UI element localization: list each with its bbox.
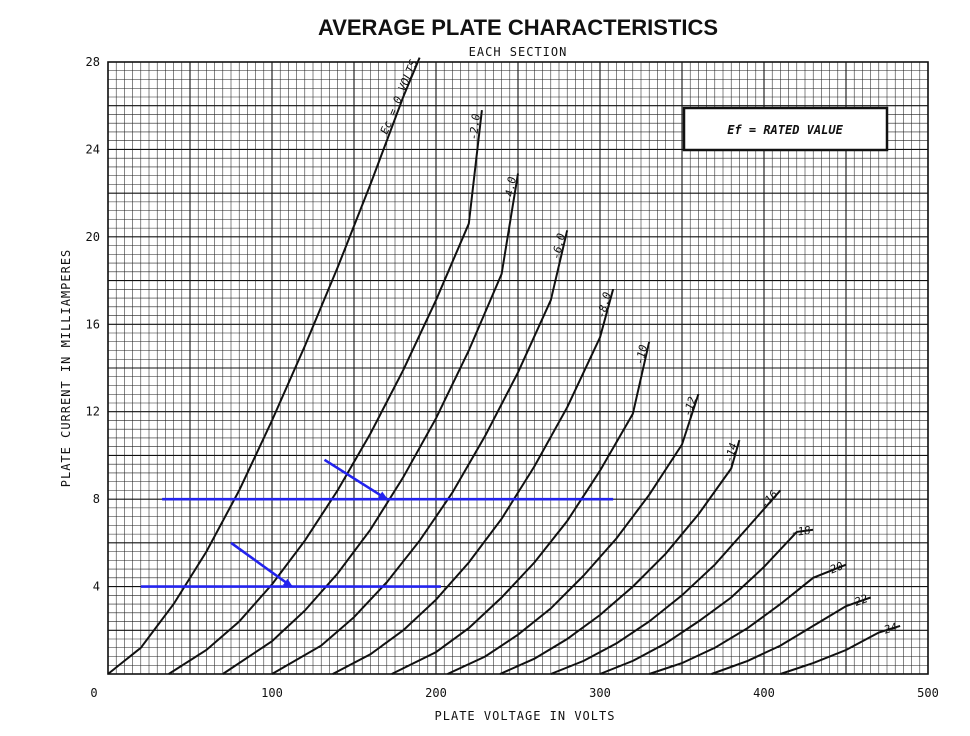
x-tick-label: 0 [90,686,97,700]
series-curve [168,109,483,675]
x-tick-label: 100 [261,686,283,700]
curves [107,57,901,675]
series-label: -22 [847,592,870,611]
series-curve [648,563,847,675]
y-tick-label: 24 [86,142,100,156]
blue-arrow [323,458,389,501]
series-label: -8.0 [594,290,614,319]
grid [107,61,929,675]
x-tick-labels: 0 100 200 300 400 500 [90,686,938,700]
y-tick-label: 12 [86,405,100,419]
overlays [140,458,614,588]
annotation-frame [682,106,889,152]
series-label: -18 [790,524,812,540]
series-curve [780,624,901,675]
y-axis-label: PLATE CURRENT IN MILLIAMPERES [59,249,73,488]
series-curve [447,393,700,675]
series-label: -2.0 [467,113,483,141]
y-tick-label: 16 [86,317,100,331]
y-tick-labels: 4 8 12 16 20 24 28 [86,55,100,594]
chart-subtitle: EACH SECTION [469,45,568,59]
annotation-text: Ef = RATED VALUE [727,123,843,137]
rated-value-box: Ef = RATED VALUE [682,106,889,152]
series-curve [222,173,519,675]
series-curve [550,489,782,675]
series-label: -10 [633,343,650,366]
y-tick-label: 8 [93,492,100,506]
y-tick-label: 20 [86,230,100,244]
series-curve [271,230,569,675]
x-tick-label: 200 [425,686,447,700]
x-tick-label: 300 [589,686,611,700]
x-tick-label: 400 [753,686,775,700]
series-label: -14 [722,441,740,464]
series-curve [599,528,814,675]
series-label: -24 [876,620,899,638]
x-axis-label: PLATE VOLTAGE IN VOLTS [435,709,616,723]
series-curve [107,57,421,675]
chart-title: AVERAGE PLATE CHARACTERISTICS [318,15,718,40]
y-tick-label: 28 [86,55,100,69]
series-label: -12 [681,395,700,418]
series-label: -6.0 [549,232,568,261]
series-curve [391,341,651,675]
series-label: -20 [822,559,846,579]
y-tick-label: 4 [93,580,100,594]
plot-frame [107,61,929,675]
series-curve [499,439,741,675]
blue-arrow [230,541,294,588]
series-curve [711,596,871,675]
series-label: -4.0 [502,176,519,205]
x-tick-label: 500 [917,686,939,700]
series-curve [332,289,615,675]
